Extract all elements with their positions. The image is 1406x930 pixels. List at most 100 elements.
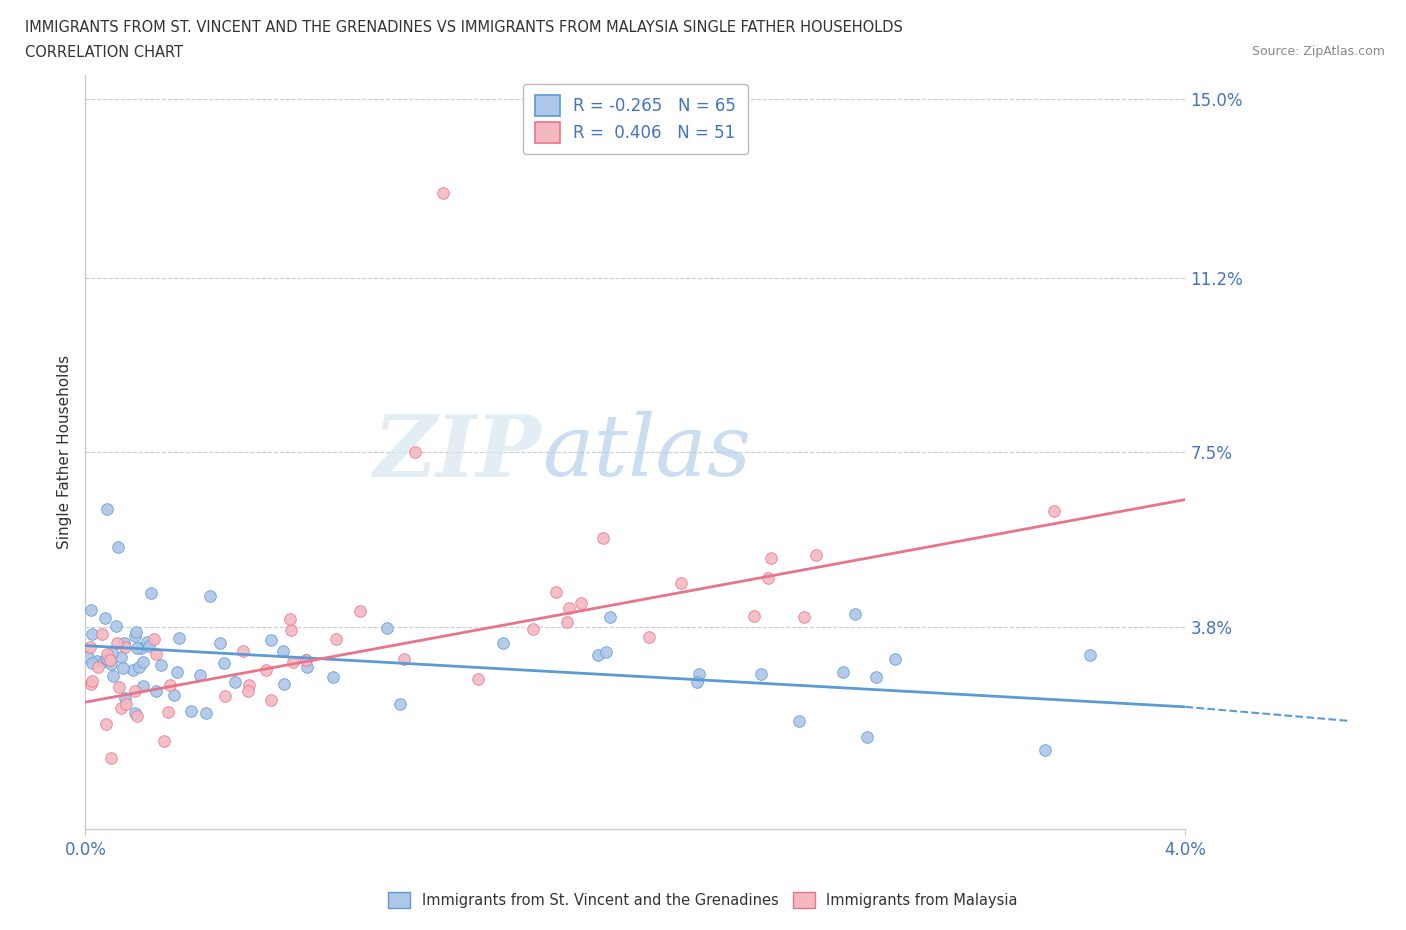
Point xyxy=(260,632,283,647)
Point xyxy=(855,729,877,744)
Point xyxy=(283,654,305,669)
Point xyxy=(101,646,124,661)
Point xyxy=(80,603,103,618)
Point xyxy=(98,653,121,668)
Point xyxy=(394,651,416,666)
Point xyxy=(125,625,148,640)
Point xyxy=(831,664,853,679)
Point xyxy=(135,634,157,649)
Point xyxy=(273,676,295,691)
Point xyxy=(295,659,318,674)
Point xyxy=(114,640,136,655)
Point xyxy=(114,697,136,711)
Point xyxy=(145,684,167,698)
Point xyxy=(80,626,103,641)
Text: Source: ZipAtlas.com: Source: ZipAtlas.com xyxy=(1251,45,1385,58)
Point xyxy=(112,636,135,651)
Point xyxy=(232,644,254,658)
Point xyxy=(1078,647,1101,662)
Point xyxy=(1042,504,1064,519)
Point xyxy=(96,651,118,666)
Point xyxy=(278,612,301,627)
Point xyxy=(91,627,114,642)
Point xyxy=(1035,743,1057,758)
Point xyxy=(544,585,567,600)
Point xyxy=(586,648,609,663)
Point xyxy=(599,610,621,625)
Point xyxy=(143,631,166,646)
Point xyxy=(671,576,693,591)
Point xyxy=(271,644,294,659)
Point xyxy=(100,657,122,671)
Point xyxy=(86,654,108,669)
Point xyxy=(749,667,772,682)
Point xyxy=(105,618,128,633)
Point xyxy=(375,620,398,635)
Point xyxy=(236,684,259,698)
Point xyxy=(100,751,122,765)
Point xyxy=(159,677,181,692)
Point xyxy=(759,551,782,565)
Text: ZIP: ZIP xyxy=(374,411,541,494)
Point xyxy=(122,663,145,678)
Point xyxy=(492,636,515,651)
Point xyxy=(592,530,614,545)
Point xyxy=(793,609,815,624)
Point xyxy=(844,606,866,621)
Point xyxy=(80,656,103,671)
Point xyxy=(167,631,190,646)
Point xyxy=(96,501,118,516)
Point xyxy=(111,660,134,675)
Point xyxy=(260,693,283,708)
Text: IMMIGRANTS FROM ST. VINCENT AND THE GRENADINES VS IMMIGRANTS FROM MALAYSIA SINGL: IMMIGRANTS FROM ST. VINCENT AND THE GREN… xyxy=(25,20,903,35)
Point xyxy=(152,734,174,749)
Point xyxy=(80,674,103,689)
Point xyxy=(107,539,129,554)
Point xyxy=(105,636,128,651)
Point xyxy=(188,668,211,683)
Point xyxy=(254,662,277,677)
Point xyxy=(157,704,180,719)
Legend: R = -0.265   N = 65, R =  0.406   N = 51: R = -0.265 N = 65, R = 0.406 N = 51 xyxy=(523,84,748,154)
Point xyxy=(124,629,146,644)
Text: atlas: atlas xyxy=(541,411,751,494)
Point xyxy=(558,600,581,615)
Legend: Immigrants from St. Vincent and the Grenadines, Immigrants from Malaysia: Immigrants from St. Vincent and the Gren… xyxy=(382,886,1024,913)
Point xyxy=(87,660,110,675)
Point xyxy=(389,697,412,711)
Point xyxy=(742,609,765,624)
Point xyxy=(238,678,260,693)
Point xyxy=(195,705,218,720)
Point xyxy=(94,611,117,626)
Point xyxy=(150,658,173,672)
Point xyxy=(125,709,148,724)
Point xyxy=(756,570,779,585)
Point xyxy=(295,653,318,668)
Point xyxy=(114,691,136,706)
Point xyxy=(688,666,710,681)
Point xyxy=(637,630,659,644)
Point xyxy=(127,641,149,656)
Point xyxy=(214,689,236,704)
Point xyxy=(280,623,302,638)
Y-axis label: Single Father Households: Single Father Households xyxy=(58,355,72,550)
Point xyxy=(110,650,132,665)
Point xyxy=(349,604,371,618)
Point xyxy=(224,674,246,689)
Point xyxy=(77,650,100,665)
Point xyxy=(103,669,125,684)
Point xyxy=(166,665,188,680)
Point xyxy=(110,700,132,715)
Point xyxy=(79,676,101,691)
Point xyxy=(129,641,152,656)
Point xyxy=(555,615,578,630)
Point xyxy=(94,716,117,731)
Point xyxy=(108,679,131,694)
Point xyxy=(96,646,118,661)
Point xyxy=(131,654,153,669)
Point xyxy=(124,705,146,720)
Point xyxy=(787,713,810,728)
Point xyxy=(595,644,617,659)
Point xyxy=(467,671,489,686)
Point xyxy=(212,655,235,670)
